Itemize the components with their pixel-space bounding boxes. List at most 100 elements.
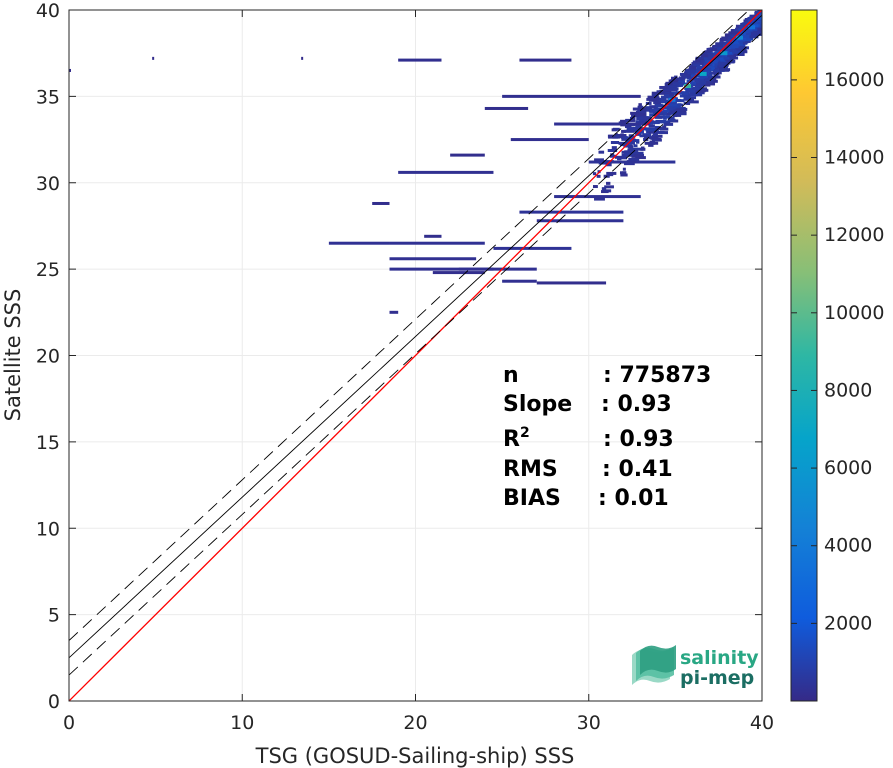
density-streak (389, 241, 485, 245)
density-cell (648, 143, 654, 147)
density-streak (424, 234, 442, 238)
density-cell (681, 74, 691, 78)
density-cell (703, 57, 709, 61)
density-cell (728, 45, 739, 49)
density-cell (716, 57, 720, 61)
density-streak (328, 241, 390, 245)
y-tick-label: 5 (48, 605, 60, 627)
density-cell (685, 69, 696, 73)
density-cell (688, 93, 698, 97)
density-cell (720, 59, 731, 63)
density-cell (601, 187, 607, 191)
density-cell (632, 107, 641, 111)
density-cell (628, 147, 638, 151)
density-cell (623, 144, 632, 148)
density-cell (757, 28, 762, 32)
density-cell (728, 31, 740, 35)
density-cell (651, 93, 659, 97)
density-cell (656, 97, 667, 101)
density-cell (667, 105, 671, 109)
colorbar-tick-label: 10000 (824, 302, 884, 324)
density-cell (661, 89, 672, 93)
density-cell (638, 103, 642, 107)
density-cell (651, 91, 661, 95)
colorbar-gradient (790, 9, 818, 702)
salinity-pimep-logo: salinity pi-mep (632, 645, 759, 689)
density-streak (519, 210, 624, 214)
density-cell (694, 85, 703, 89)
density-cell (679, 94, 687, 98)
density-streak (398, 170, 494, 174)
density-cell (719, 38, 724, 42)
density-cell (758, 23, 762, 27)
line-regression-upper (69, 10, 750, 641)
density-cell (626, 160, 636, 164)
density-cell (665, 112, 672, 116)
density-cell (705, 78, 714, 82)
density-cell (620, 119, 627, 123)
density-cell (697, 68, 702, 72)
density-cell (743, 35, 753, 39)
density-cell (684, 71, 690, 75)
density-cell (725, 42, 733, 46)
density-cell (612, 127, 620, 131)
logo-line1: salinity (680, 647, 759, 669)
density-cell (741, 32, 751, 36)
density-cell (598, 161, 609, 165)
density-cell (647, 95, 654, 99)
density-streak (69, 68, 71, 72)
density-cell (683, 95, 691, 99)
density-cell (675, 99, 685, 103)
density-cell (751, 24, 759, 28)
density-cell (624, 150, 631, 154)
density-cell (677, 103, 682, 107)
stat-value: : 775873 (603, 363, 711, 388)
density-streak (389, 310, 399, 314)
density-cell (671, 76, 676, 80)
density-cell (711, 75, 721, 79)
density-cell (633, 144, 638, 148)
density-cell (624, 125, 632, 129)
density-cell (686, 101, 691, 105)
density-cell (687, 71, 695, 75)
axis-ticks: 0 10 20 30 40 0 5 10 15 20 25 30 35 40 (36, 0, 774, 734)
density-cell (618, 156, 628, 160)
density-cell (690, 81, 696, 85)
density-streak (502, 94, 641, 98)
density-cell (749, 35, 759, 39)
x-tick-label: 0 (63, 712, 75, 734)
density-cell (625, 118, 630, 122)
density-cell (719, 68, 731, 72)
density-cell (745, 39, 751, 43)
density-cell (646, 108, 650, 112)
density-streak (484, 106, 529, 110)
density-cell (642, 116, 650, 120)
density-hotspot (684, 84, 692, 89)
density-cell (654, 115, 663, 119)
density-cell (663, 122, 674, 126)
density-cell (624, 161, 634, 165)
colorbar-tick-label: 6000 (824, 457, 872, 479)
density-cell (688, 66, 697, 70)
density-streak (152, 56, 155, 60)
stat-label: R2 (503, 425, 530, 452)
density-cell (741, 27, 750, 31)
density-cell (648, 130, 657, 134)
density-cell (688, 77, 699, 81)
density-cell (723, 45, 729, 49)
density-cell (739, 46, 749, 50)
y-tick-label: 30 (36, 173, 60, 195)
stat-value: : 0.93 (601, 392, 672, 417)
density-cell (749, 14, 756, 18)
density-cell (660, 100, 671, 104)
density-cell (608, 134, 613, 138)
density-cell (663, 111, 667, 115)
density-cell (630, 122, 639, 126)
y-tick-label: 15 (36, 432, 60, 454)
density-cell (718, 64, 724, 68)
density-cell (678, 76, 686, 80)
density-cell (624, 152, 634, 156)
line-regression-lower (69, 32, 762, 676)
stat-label: BIAS (503, 486, 561, 511)
density-cell (714, 65, 721, 69)
